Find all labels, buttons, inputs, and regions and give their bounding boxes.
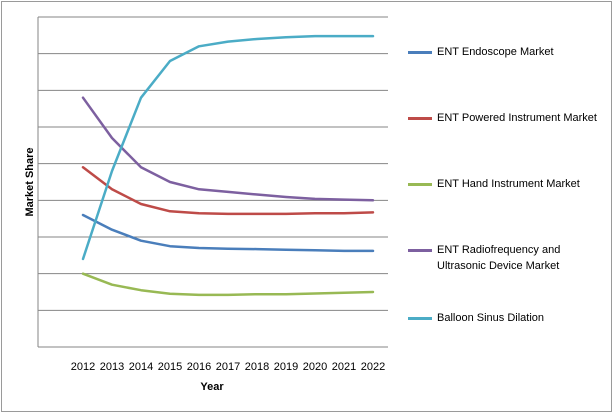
x-tick-label: 2018 [245,361,269,373]
x-tick-label: 2016 [187,361,211,373]
series-line-1 [81,213,375,253]
legend-swatch [408,249,432,252]
legend-swatch [408,51,432,54]
series-line-4 [81,96,375,202]
x-axis-label: Year [200,381,224,393]
series-line-3 [81,272,375,297]
x-tick-label: 2013 [100,361,124,373]
legend-label: ENT Hand Instrument Market [437,178,580,190]
legend-label: ENT Radiofrequency and Ultrasonic Device… [437,244,561,272]
legend-swatch [408,117,432,120]
y-axis-label: Market Share [24,147,36,216]
legend-swatch [408,183,432,186]
x-tick-label: 2012 [71,361,95,373]
x-tick-label: 2015 [158,361,182,373]
legend-swatch [408,317,432,320]
legend-label: Balloon Sinus Dilation [437,312,545,324]
x-tick-label: 2022 [361,361,385,373]
series-line-5 [81,34,375,261]
x-tick-label: 2014 [129,361,153,373]
x-tick-label: 2019 [274,361,298,373]
legend-label: ENT Endoscope Market [437,46,554,58]
x-tick-label: 2021 [332,361,356,373]
x-tick-label: 2020 [303,361,327,373]
legend-label: ENT Powered Instrument Market [437,112,597,124]
x-tick-label: 2017 [216,361,240,373]
series-line-2 [81,166,375,216]
